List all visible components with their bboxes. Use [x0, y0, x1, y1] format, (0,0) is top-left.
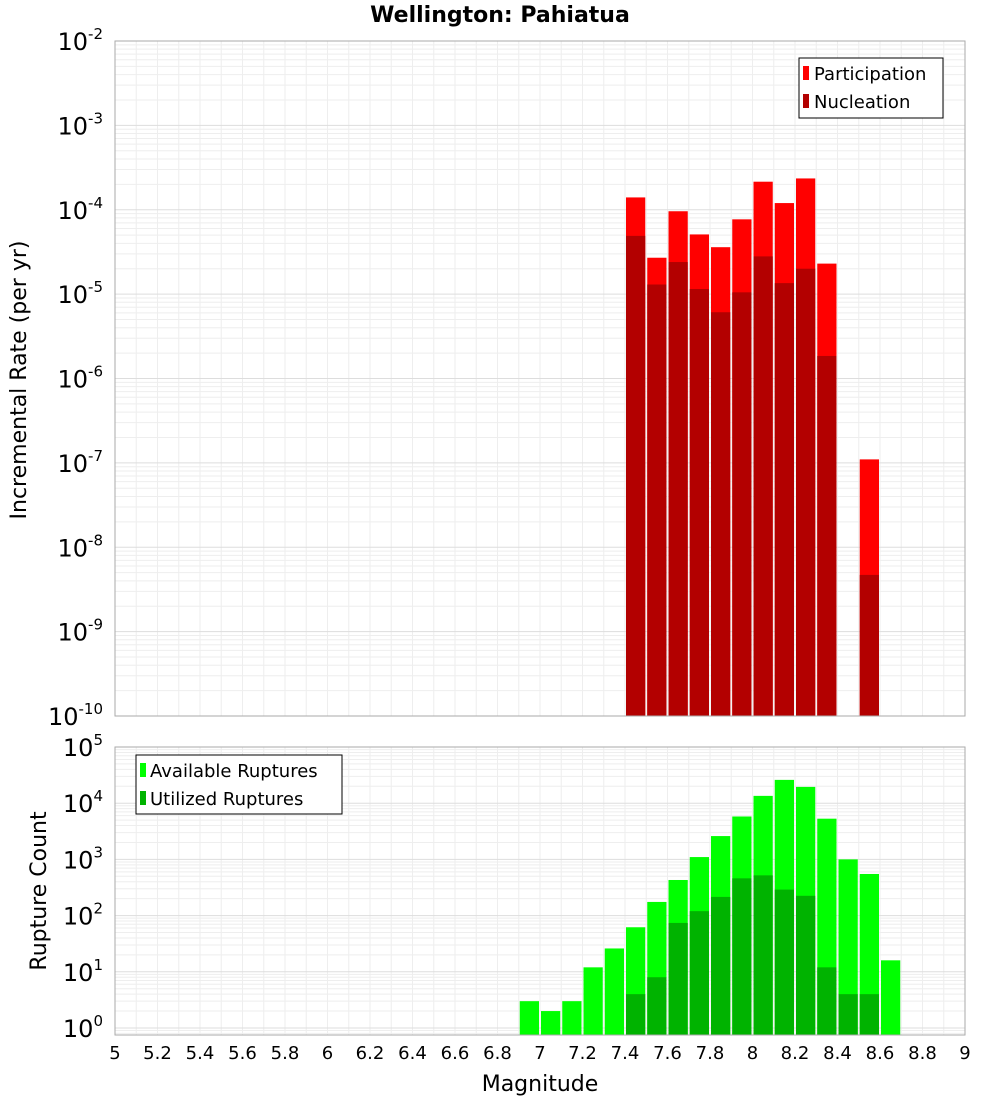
y-axis-label-top: Incremental Rate (per yr)	[7, 241, 32, 520]
participation-plot: 10-10 10-9 10-8 10-7 10-6 10-5 10-4 10-3 10-2 In…	[7, 25, 966, 731]
rupture-count-plot: 100 101 102 103 104 105 5 5.2 5.4 5.6 5.8 6 6.2 6.4 6…	[27, 731, 971, 1097]
y-tick-label: 100	[63, 1012, 103, 1043]
x-tick-label: 8	[747, 1043, 758, 1064]
y-tick-label: 10-9	[57, 616, 103, 647]
bar-count-series1-7.05	[541, 1011, 561, 1035]
legend-swatch-available	[140, 763, 146, 777]
bar-count-series2-7.45	[626, 994, 646, 1035]
bar-rate-series2-7.45	[626, 235, 646, 716]
legend-box-bottom	[135, 754, 343, 815]
x-tick-label: 8.2	[781, 1043, 810, 1064]
y-tick-label: 10-4	[57, 194, 103, 225]
plot-frame-bottom	[114, 746, 966, 1036]
y-axis-label-bottom: Rupture Count	[27, 811, 52, 971]
bar-count-series2-8.45	[838, 994, 858, 1035]
x-tick-label: 7.6	[653, 1043, 682, 1064]
bar-count-series2-8.35	[817, 967, 837, 1035]
x-tick-label: 7.4	[611, 1043, 640, 1064]
bar-rate-series2-7.85	[711, 312, 731, 716]
bar-count-series1-7.35	[604, 948, 624, 1035]
bar-count-series2-8.25	[796, 895, 816, 1035]
y-tick-label: 10-7	[57, 447, 103, 478]
x-tick-label: 8.8	[908, 1043, 937, 1064]
bars-bottom	[519, 779, 901, 1035]
legend-label-participation: Participation	[814, 64, 926, 85]
x-tick-label: 7.2	[568, 1043, 597, 1064]
x-tick-label: 7	[534, 1043, 545, 1064]
x-tick-label: 6.2	[356, 1043, 385, 1064]
legend-bottom: Available Ruptures Utilized Ruptures	[135, 754, 343, 815]
x-tick-label: 7.8	[696, 1043, 725, 1064]
legend-label-nucleation: Nucleation	[814, 92, 910, 113]
legend-label-available: Available Ruptures	[150, 761, 318, 782]
y-ticks-bottom: 100 101 102 103 104 105	[63, 731, 103, 1043]
bar-count-series1-7.25	[583, 967, 603, 1035]
bar-count-series2-7.55	[647, 977, 667, 1035]
bar-count-series2-7.95	[732, 878, 752, 1035]
bar-count-series2-8.05	[753, 875, 773, 1035]
y-tick-label: 10-5	[57, 278, 103, 309]
legend-swatch-nucleation	[803, 94, 809, 108]
y-tick-label: 10-8	[57, 531, 103, 562]
x-axis-label: Magnitude	[482, 1072, 599, 1097]
bar-rate-series2-8.25	[796, 268, 816, 716]
legend-box-top	[798, 57, 944, 119]
legend-top: Participation Nucleation	[798, 57, 944, 119]
plot-frame-top	[114, 40, 966, 717]
x-tick-label: 5.2	[143, 1043, 172, 1064]
y-tick-label: 104	[63, 787, 103, 818]
bar-count-series1-7.15	[562, 1001, 582, 1035]
y-tick-label: 10-3	[57, 109, 103, 140]
x-tick-label: 5.8	[271, 1043, 300, 1064]
x-tick-label: 8.4	[823, 1043, 852, 1064]
bar-count-series1-8.65	[881, 960, 901, 1035]
bar-rate-series2-7.65	[668, 262, 688, 716]
x-tick-label: 8.6	[866, 1043, 895, 1064]
chart-title: Wellington: Pahiatua	[370, 3, 630, 28]
x-ticks: 5 5.2 5.4 5.6 5.8 6 6.2 6.4 6.6 6.8 7 7.2 7.4 7.6 7.8 8…	[109, 1043, 970, 1064]
bar-rate-series2-8.35	[817, 355, 837, 716]
bar-count-series1-6.95	[519, 1001, 539, 1035]
y-tick-label: 101	[63, 956, 103, 987]
bar-count-series2-8.55	[859, 994, 879, 1035]
x-tick-label: 5.4	[186, 1043, 215, 1064]
bars-top	[626, 178, 879, 717]
grid-top	[115, 41, 965, 716]
bar-count-series2-7.65	[668, 922, 688, 1035]
x-tick-label: 6.6	[441, 1043, 470, 1064]
legend-swatch-utilized	[140, 791, 146, 805]
bar-count-series1-8.45	[838, 859, 858, 1035]
y-tick-label: 103	[63, 843, 103, 874]
bar-rate-series2-8.55	[859, 574, 879, 716]
bar-rate-series2-7.75	[689, 289, 709, 716]
y-tick-label: 102	[63, 900, 103, 931]
bar-rate-series2-8.05	[753, 256, 773, 716]
x-tick-label: 5	[109, 1043, 120, 1064]
bar-rate-series2-7.95	[732, 292, 752, 716]
bar-count-series2-7.75	[689, 911, 709, 1035]
bar-count-series2-8.15	[774, 889, 794, 1035]
bar-rate-series2-8.15	[774, 283, 794, 716]
x-tick-label: 6	[322, 1043, 333, 1064]
bar-rate-series2-7.55	[647, 284, 667, 716]
x-tick-label: 6.4	[398, 1043, 427, 1064]
y-tick-label: 105	[63, 731, 103, 762]
y-tick-label: 10-2	[57, 25, 103, 56]
legend-label-utilized: Utilized Ruptures	[150, 789, 303, 810]
y-ticks-top: 10-10 10-9 10-8 10-7 10-6 10-5 10-4 10-3 10-2	[48, 25, 103, 731]
x-tick-label: 9	[959, 1043, 970, 1064]
bar-count-series2-7.85	[711, 896, 731, 1035]
y-tick-label: 10-6	[57, 363, 103, 394]
legend-swatch-participation	[803, 66, 809, 80]
y-tick-label: 10-10	[48, 700, 103, 731]
x-tick-label: 5.6	[228, 1043, 257, 1064]
x-tick-label: 6.8	[483, 1043, 512, 1064]
